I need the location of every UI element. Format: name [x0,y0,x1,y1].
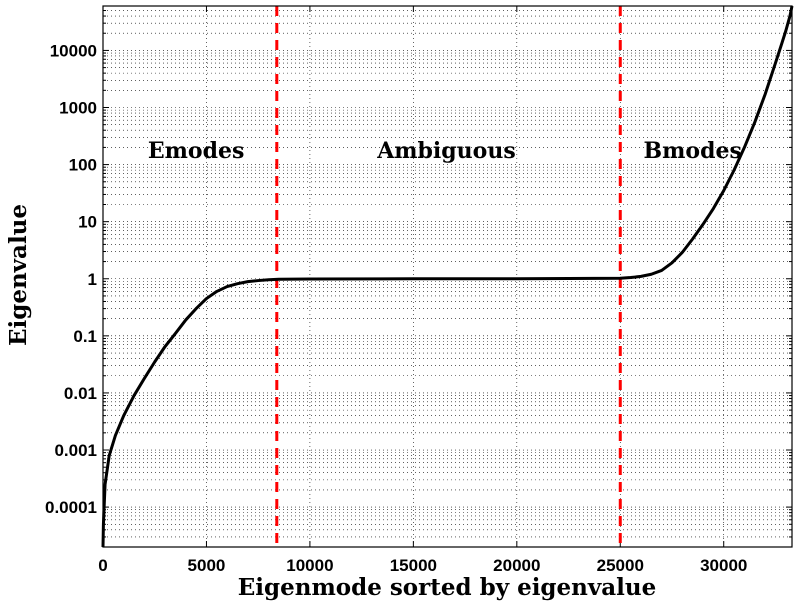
x-axis-title: Eigenmode sorted by eigenvalue [238,574,656,601]
region-labels: Emodes Ambiguous Bmodes [148,138,742,164]
y-tick-label: 1 [88,270,97,289]
y-axis-title: Eigenvalue [5,204,32,346]
region-label: Ambiguous [376,138,516,164]
boundary-lines [275,6,622,547]
y-tick-label: 0.001 [54,441,97,460]
y-tick-label: 0.1 [73,327,97,346]
x-tick-label: 20000 [493,556,540,575]
y-tick-label: 0.0001 [45,498,97,517]
x-tick-label: 5000 [188,556,226,575]
region-label: Emodes [148,138,245,164]
y-tick-label: 100 [69,156,97,175]
x-tick-label: 15000 [390,556,437,575]
x-tick-label: 25000 [597,556,644,575]
plot-frame [102,5,793,548]
y-tick-label: 10 [78,213,97,232]
eigenvalue-curve [101,5,794,548]
x-tick-labels: 0 5000 10000 15000 20000 25000 30000 [98,556,747,575]
y-tick-label: 1000 [59,99,97,118]
region-label: Bmodes [644,138,742,164]
y-tick-labels: 0.0001 0.001 0.01 0.1 1 10 100 1000 10000 [45,41,97,517]
axis-ticks [102,5,792,548]
x-tick-label: 0 [98,556,107,575]
grid [103,5,792,548]
x-tick-label: 30000 [700,556,747,575]
x-tick-label: 10000 [286,556,333,575]
y-tick-label: 10000 [50,41,97,60]
y-tick-label: 0.01 [64,384,97,403]
